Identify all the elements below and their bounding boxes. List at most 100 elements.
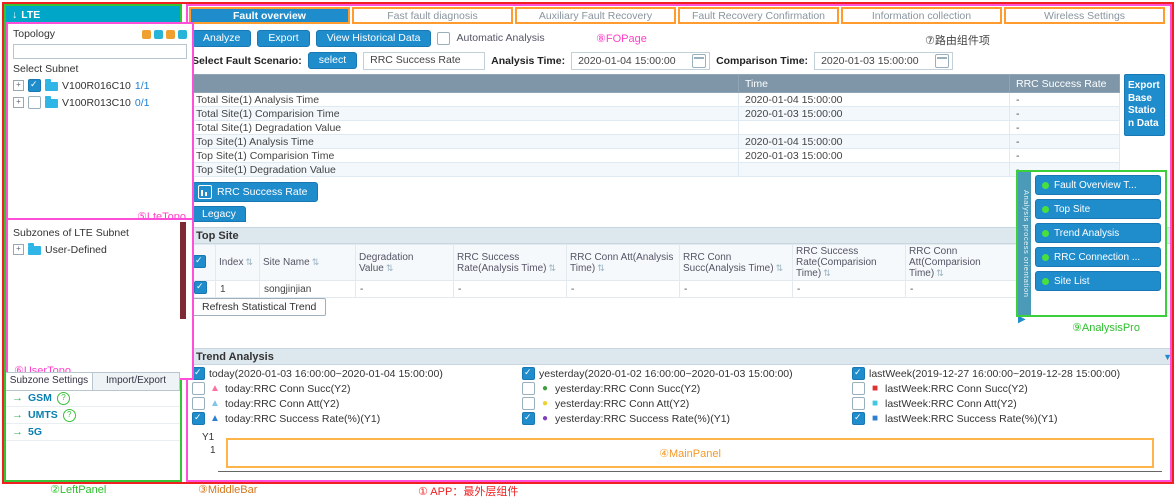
analysis-process-strip: Analysis process orientation — [1018, 172, 1031, 315]
tab-wireless-settings[interactable]: Wireless Settings — [1004, 7, 1165, 24]
nav-trend-analysis-button[interactable]: Trend Analysis — [1035, 223, 1161, 243]
arrow-right-icon: → — [12, 409, 23, 421]
legend-label: yesterday:RRC Success Rate(%)(Y1) — [555, 412, 731, 425]
subzones-section: Subzones of LTE Subnet + User-Defined ⑥U… — [6, 218, 194, 380]
summary-table-wrap: Time RRC Success Rate Total Site(1) Anal… — [189, 74, 1120, 177]
sort-icon[interactable]: ⇅ — [548, 262, 557, 273]
subnet-checkbox[interactable] — [28, 96, 41, 109]
rat-item-gsm[interactable]: → GSM ? — [6, 390, 180, 407]
sort-icon[interactable]: ⇅ — [936, 268, 944, 278]
legacy-tab-button[interactable]: Legacy — [192, 206, 246, 222]
nav-fault-overview-button[interactable]: Fault Overview T... — [1035, 175, 1161, 195]
rat-item-umts[interactable]: → UMTS ? — [6, 407, 180, 424]
user-defined-tree-item[interactable]: + User-Defined — [13, 242, 187, 257]
legend-period: yesterday(2020-01-02 16:00:00~2020-01-03… — [522, 367, 852, 380]
legend-item: ● yesterday:RRC Conn Succ(Y2) — [522, 382, 852, 395]
sort-icon[interactable]: ⇅ — [385, 262, 394, 273]
topology-tool-icon-3[interactable] — [166, 29, 175, 39]
rrc-success-rate-chip[interactable]: RRC Success Rate — [192, 182, 319, 202]
tab-subzone-settings[interactable]: Subzone Settings — [6, 373, 93, 390]
tab-fault-overview[interactable]: Fault overview — [189, 7, 350, 24]
help-icon[interactable]: ? — [56, 391, 70, 405]
legend-checkbox[interactable] — [192, 397, 205, 410]
legend-period: today(2020-01-03 16:00:00~2020-01-04 15:… — [192, 367, 522, 380]
tree-expander-icon[interactable]: + — [13, 97, 24, 108]
comparison-time-field[interactable]: 2020-01-03 15:00:00 — [814, 51, 954, 70]
kpi-chip-label: RRC Success Rate — [217, 186, 308, 198]
calendar-icon[interactable] — [935, 53, 950, 68]
sort-icon[interactable]: ⇅ — [597, 262, 605, 273]
select-scenario-button[interactable]: select — [307, 52, 358, 69]
subnet-tree-item[interactable]: + V100R016C10 1/1 — [13, 78, 187, 93]
legend-checkbox[interactable] — [192, 412, 205, 425]
export-button[interactable]: Export — [257, 29, 310, 47]
legend-checkbox[interactable] — [522, 412, 535, 425]
legend-label: lastWeek:RRC Conn Succ(Y2) — [885, 382, 1028, 395]
circle-marker-icon: ● — [541, 397, 549, 409]
legend-item: ■ lastWeek:RRC Conn Succ(Y2) — [852, 382, 1164, 395]
export-base-station-data-button[interactable]: Export Base Station Data — [1124, 74, 1165, 136]
analyze-button[interactable]: Analyze — [192, 29, 252, 47]
legend-checkbox[interactable] — [852, 412, 865, 425]
legend-period-checkbox[interactable] — [522, 367, 535, 380]
legend-checkbox[interactable] — [852, 397, 865, 410]
nav-top-site-button[interactable]: Top Site — [1035, 199, 1161, 219]
triangle-marker-icon: ▲ — [210, 397, 220, 409]
trend-analysis-title: Trend Analysis — [196, 350, 274, 363]
tab-import-export[interactable]: Import/Export — [93, 373, 180, 390]
calendar-icon[interactable] — [692, 53, 707, 68]
legend-checkbox[interactable] — [192, 382, 205, 395]
view-historical-data-button[interactable]: View Historical Data — [315, 29, 432, 47]
subnet-tree-item[interactable]: + V100R013C10 0/1 — [13, 95, 187, 110]
legend-item: ▲ today:RRC Success Rate(%)(Y1) — [192, 412, 522, 425]
automatic-analysis-checkbox[interactable] — [437, 31, 451, 45]
subnet-label: V100R016C10 — [62, 79, 131, 92]
sort-icon[interactable]: ⇅ — [775, 262, 784, 273]
lte-panel-header[interactable]: ↓ LTE — [6, 6, 180, 24]
legend-period-checkbox[interactable] — [852, 367, 865, 380]
subnet-search-input[interactable] — [13, 44, 187, 59]
topology-tool-icon-2[interactable] — [154, 29, 163, 39]
tab-fast-fault-diagnosis[interactable]: Fast fault diagnosis — [352, 7, 513, 24]
nav-rrc-connection-button[interactable]: RRC Connection ... — [1035, 247, 1161, 267]
trend-analysis-section-header: Trend Analysis ▼ — [189, 348, 1172, 365]
legend-checkbox[interactable] — [522, 382, 535, 395]
topology-tool-icon-1[interactable] — [142, 29, 151, 39]
legend-label: today:RRC Conn Succ(Y2) — [225, 382, 351, 395]
comparison-time-label: Comparison Time: — [716, 54, 809, 67]
tab-fault-recovery-confirmation[interactable]: Fault Recovery Confirmation — [678, 7, 839, 24]
nav-site-list-button[interactable]: Site List — [1035, 271, 1161, 291]
collapse-down-icon[interactable]: ▼ — [1163, 351, 1172, 362]
subnet-count-link[interactable]: 0/1 — [134, 96, 150, 109]
legend-checkbox[interactable] — [522, 397, 535, 410]
annotation-left-panel: ②LeftPanel — [50, 484, 107, 496]
expand-right-icon[interactable]: ▶ — [1018, 314, 1026, 325]
summary-row: Top Site(1) Comparision Time 2020-01-03 1… — [189, 148, 1120, 163]
rat-item-5g[interactable]: → 5G — [6, 424, 180, 441]
sort-icon[interactable]: ⇅ — [311, 257, 320, 267]
scenario-value-field[interactable]: RRC Success Rate — [363, 51, 486, 70]
subnet-checkbox[interactable] — [28, 79, 41, 92]
top-site-table-wrap: Index⇅ Site Name⇅ Degradation Value⇅ RRC… — [189, 244, 1020, 298]
tree-expander-icon[interactable]: + — [13, 244, 24, 255]
topology-tool-icon-4[interactable] — [178, 29, 187, 39]
refresh-statistical-trend-button[interactable]: Refresh Statistical Trend — [192, 298, 327, 316]
tree-expander-icon[interactable]: + — [13, 80, 24, 91]
status-dot-icon — [1042, 253, 1049, 261]
rat-list: → GSM ? → UMTS ? → 5G — [6, 390, 180, 441]
subnet-count-link[interactable]: 1/1 — [134, 79, 150, 92]
tab-information-collection[interactable]: Information collection — [841, 7, 1002, 24]
splitter-middle-bar[interactable] — [180, 222, 186, 319]
analysis-time-field[interactable]: 2020-01-04 15:00:00 — [571, 51, 711, 70]
help-icon[interactable]: ? — [62, 408, 76, 422]
sort-icon[interactable]: ⇅ — [823, 268, 831, 278]
row-checkbox[interactable] — [194, 281, 207, 294]
legend-label: yesterday:RRC Conn Succ(Y2) — [555, 382, 701, 395]
sort-icon[interactable]: ⇅ — [245, 257, 254, 267]
automatic-analysis-label: Automatic Analysis — [456, 32, 545, 44]
rat-label: GSM — [28, 392, 52, 404]
legend-checkbox[interactable] — [852, 382, 865, 395]
select-all-checkbox[interactable] — [193, 254, 206, 268]
bar-chart-icon — [198, 185, 212, 199]
tab-auxiliary-fault-recovery[interactable]: Auxiliary Fault Recovery — [515, 7, 676, 24]
